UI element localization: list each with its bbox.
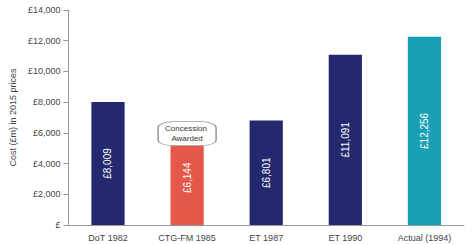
svg-text:£6,144: £6,144 — [182, 162, 193, 193]
svg-text:£6,801: £6,801 — [261, 157, 272, 188]
svg-text:Actual (1994): Actual (1994) — [398, 233, 452, 243]
svg-text:DoT 1982: DoT 1982 — [88, 233, 127, 243]
svg-text:ET 1987: ET 1987 — [249, 233, 283, 243]
svg-text:£12,000: £12,000 — [28, 36, 61, 46]
svg-text:Awarded: Awarded — [171, 134, 202, 143]
svg-text:ET 1990: ET 1990 — [328, 233, 362, 243]
svg-text:CTG-FM 1985: CTG-FM 1985 — [158, 233, 216, 243]
svg-text:Concession: Concession — [165, 124, 209, 133]
svg-text:£12,256: £12,256 — [419, 112, 430, 149]
svg-text:£6,000: £6,000 — [33, 128, 61, 138]
svg-text:£4,000: £4,000 — [33, 159, 61, 169]
svg-text:£10,000: £10,000 — [28, 66, 61, 76]
svg-text:£11,091: £11,091 — [340, 122, 351, 158]
svg-text:£14,000: £14,000 — [28, 5, 61, 15]
svg-text:£: £ — [55, 220, 60, 230]
svg-text:£8,009: £8,009 — [102, 148, 113, 179]
svg-text:£8,000: £8,000 — [33, 97, 61, 107]
svg-text:£2,000: £2,000 — [33, 189, 61, 199]
svg-text:Cost (£m) in 2015 prices: Cost (£m) in 2015 prices — [8, 68, 18, 167]
